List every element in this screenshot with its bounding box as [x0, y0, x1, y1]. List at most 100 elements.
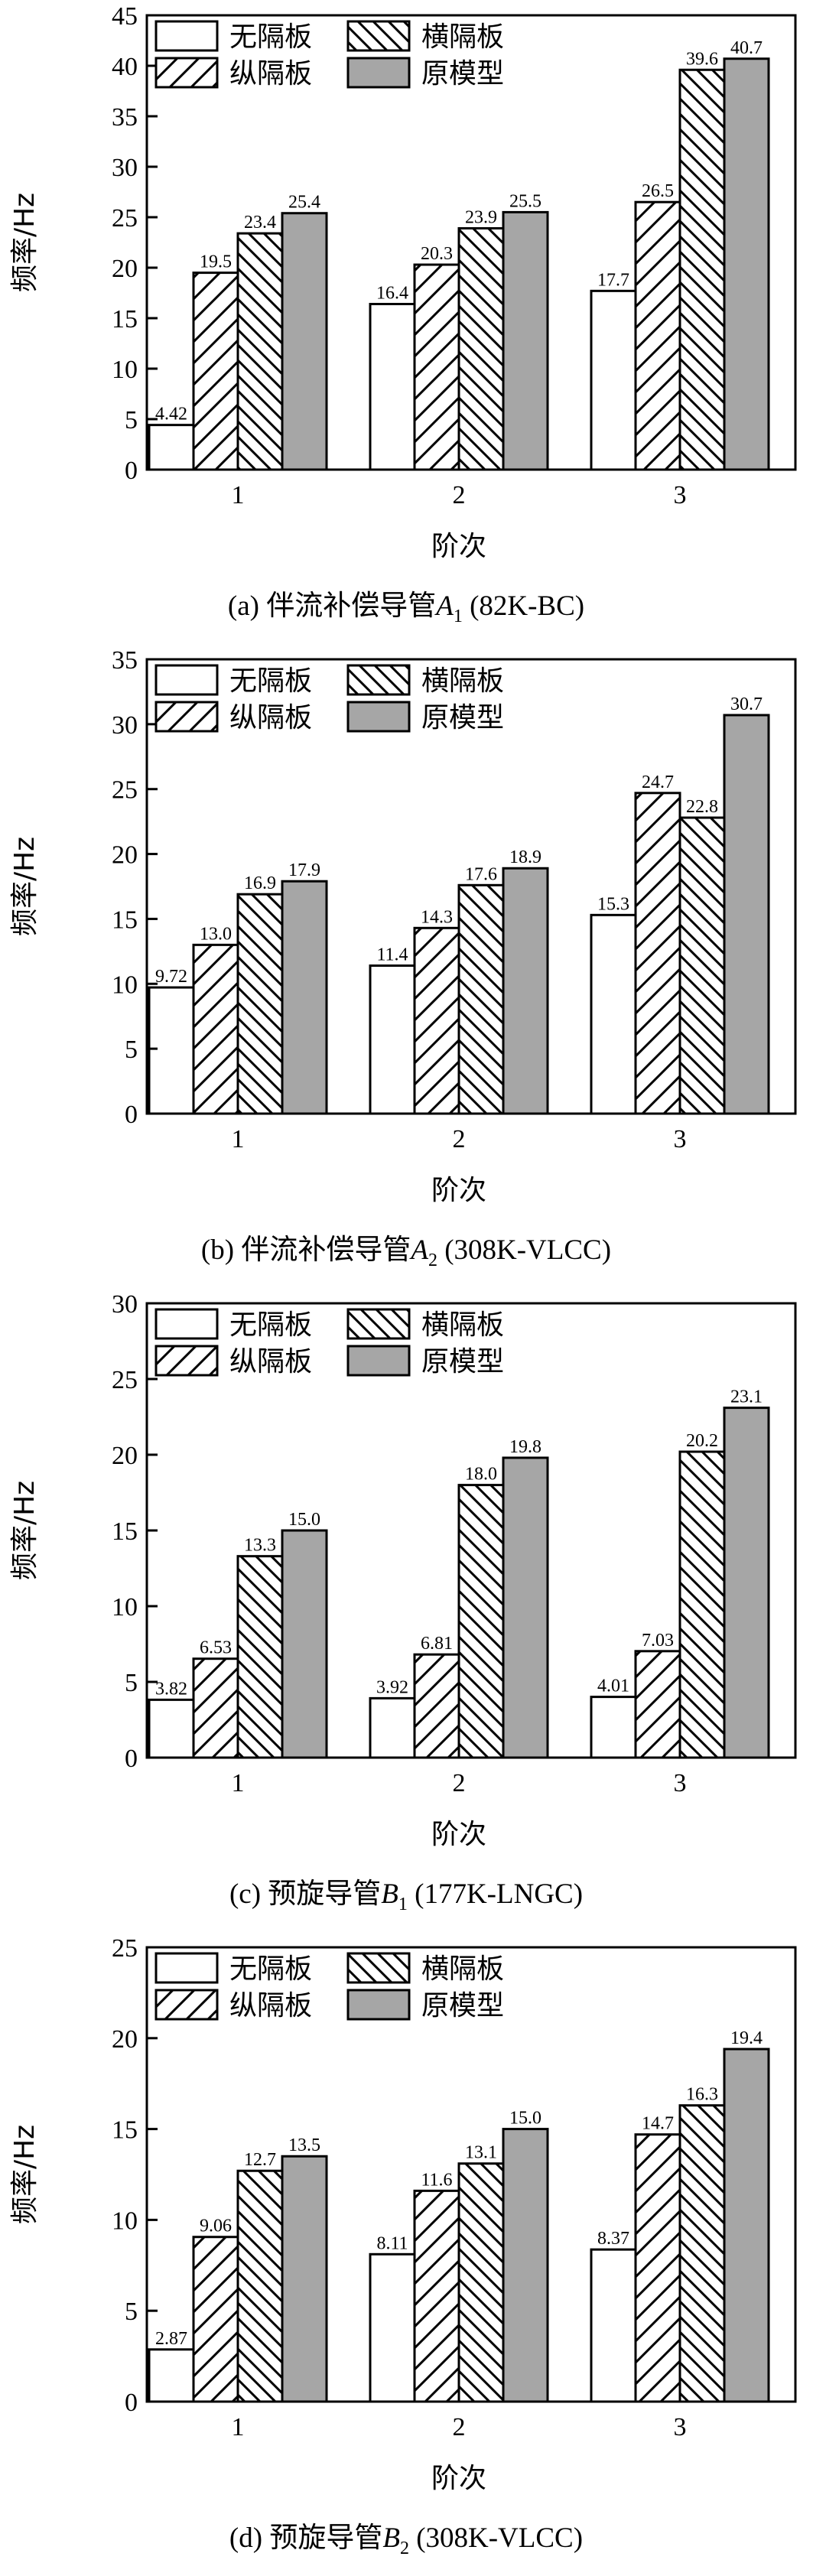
- legend-label: 无隔板: [229, 665, 312, 697]
- legend-swatch: [346, 1952, 411, 1984]
- chart-panel-b: 9.72 11.4 15.3 13.0 14.3 24.7 16.9 17.6 22.8 17.9…: [9, 646, 797, 1270]
- bar: [281, 2155, 328, 2403]
- data-label: 6.81: [421, 1634, 453, 1654]
- legend-label: 原模型: [421, 702, 504, 733]
- data-label: 13.1: [465, 2143, 497, 2163]
- data-label: 3.82: [155, 1679, 187, 1699]
- caption-subscript: 2: [428, 1251, 437, 1270]
- caption-prefix: (b) 伴流补偿导管: [201, 1234, 411, 1266]
- data-label: 9.06: [200, 2217, 232, 2236]
- caption-letter: A: [408, 1234, 428, 1266]
- legend-swatch: [154, 1989, 219, 2021]
- legend-label: 原模型: [421, 1990, 504, 2021]
- data-label: 8.11: [376, 2233, 408, 2253]
- bar: [723, 2047, 770, 2403]
- caption-prefix: (d) 预旋导管: [229, 2522, 382, 2554]
- bar: [678, 816, 726, 1115]
- data-label: 14.7: [642, 2114, 674, 2134]
- y-tick-label: 25: [112, 1366, 138, 1394]
- y-tick-label: 25: [112, 1934, 138, 1963]
- legend-label: 纵隔板: [229, 58, 312, 89]
- x-tick-label: 3: [674, 1125, 687, 1153]
- data-label: 8.37: [597, 2229, 629, 2249]
- bar: [413, 926, 460, 1115]
- y-tick-label: 0: [125, 2389, 138, 2417]
- data-label: 3.92: [376, 1677, 408, 1697]
- caption-letter: B: [381, 1878, 398, 1910]
- bar: [590, 913, 637, 1115]
- legend-swatch: [154, 664, 219, 696]
- x-tick-label: 1: [232, 1125, 245, 1153]
- x-tick-label: 2: [453, 1769, 466, 1797]
- bar: [236, 893, 284, 1115]
- data-label: 25.5: [509, 191, 541, 211]
- legend-label: 纵隔板: [229, 702, 312, 733]
- bar: [502, 1456, 549, 1759]
- y-tick-label: 5: [125, 1036, 138, 1064]
- legend-swatch: [346, 664, 411, 696]
- y-axis-title: 频率/Hz: [9, 1481, 41, 1580]
- bar: [457, 227, 505, 471]
- bar: [634, 2133, 681, 2403]
- bar: [502, 2128, 549, 2403]
- bar: [723, 57, 770, 471]
- data-label: 7.03: [642, 1631, 674, 1651]
- figure-caption: (a) 伴流补偿导管A1 (82K-BC): [228, 590, 584, 626]
- data-label: 15.0: [509, 2109, 541, 2129]
- x-axis-title: 阶次: [431, 1175, 486, 1206]
- legend-label: 横隔板: [421, 1953, 504, 1985]
- data-label: 17.7: [597, 270, 629, 290]
- data-label: 2.87: [155, 2329, 187, 2349]
- y-tick-label: 25: [112, 776, 138, 805]
- bar: [192, 2236, 239, 2403]
- data-label: 19.5: [200, 252, 232, 272]
- bar: [236, 1555, 284, 1759]
- bar: [369, 1696, 416, 1759]
- legend-label: 纵隔板: [229, 1346, 312, 1377]
- data-label: 22.8: [686, 797, 718, 817]
- data-label: 24.7: [642, 772, 674, 792]
- bar: [413, 2189, 460, 2403]
- bar: [192, 943, 239, 1115]
- data-label: 11.6: [421, 2170, 452, 2190]
- data-label: 20.3: [421, 244, 453, 264]
- data-label: 11.4: [376, 945, 408, 965]
- legend-label: 横隔板: [421, 1309, 504, 1341]
- y-tick-label: 20: [112, 2025, 138, 2054]
- caption-suffix: (177K-LNGC): [408, 1878, 583, 1910]
- y-tick-label: 0: [125, 1101, 138, 1129]
- y-tick-label: 15: [112, 305, 138, 333]
- bar: [192, 1657, 239, 1759]
- y-tick-label: 35: [112, 646, 138, 675]
- y-tick-label: 5: [125, 1669, 138, 1697]
- y-tick-label: 5: [125, 406, 138, 434]
- bar: [148, 1698, 195, 1759]
- y-tick-label: 30: [112, 1290, 138, 1319]
- y-tick-label: 15: [112, 906, 138, 934]
- bar: [634, 1650, 681, 1759]
- legend-swatch: [154, 20, 219, 52]
- y-tick-label: 45: [112, 2, 138, 31]
- x-tick-label: 2: [453, 481, 466, 509]
- legend-swatch: [154, 57, 219, 89]
- bar: [502, 867, 549, 1115]
- data-label: 17.9: [288, 860, 320, 880]
- data-label: 9.72: [155, 967, 187, 987]
- data-label: 13.0: [200, 924, 232, 944]
- legend-swatch: [154, 1345, 219, 1377]
- bar: [281, 212, 328, 471]
- x-tick-label: 3: [674, 481, 687, 509]
- data-label: 19.4: [730, 2028, 763, 2048]
- data-label: 4.42: [155, 405, 187, 424]
- bar: [192, 272, 239, 471]
- y-tick-label: 35: [112, 103, 138, 132]
- y-tick-label: 0: [125, 457, 138, 485]
- chart-panel-a: 4.42 16.4 17.7 19.5 20.3 26.5 23.4 23.9 39.6 25.4…: [9, 2, 797, 626]
- bar: [457, 1484, 505, 1759]
- caption-suffix: (308K-VLCC): [409, 2522, 583, 2554]
- y-tick-label: 0: [125, 1745, 138, 1773]
- figure-caption: (c) 预旋导管B1 (177K-LNGC): [229, 1878, 583, 1914]
- bar: [678, 1450, 726, 1759]
- y-tick-label: 30: [112, 154, 138, 182]
